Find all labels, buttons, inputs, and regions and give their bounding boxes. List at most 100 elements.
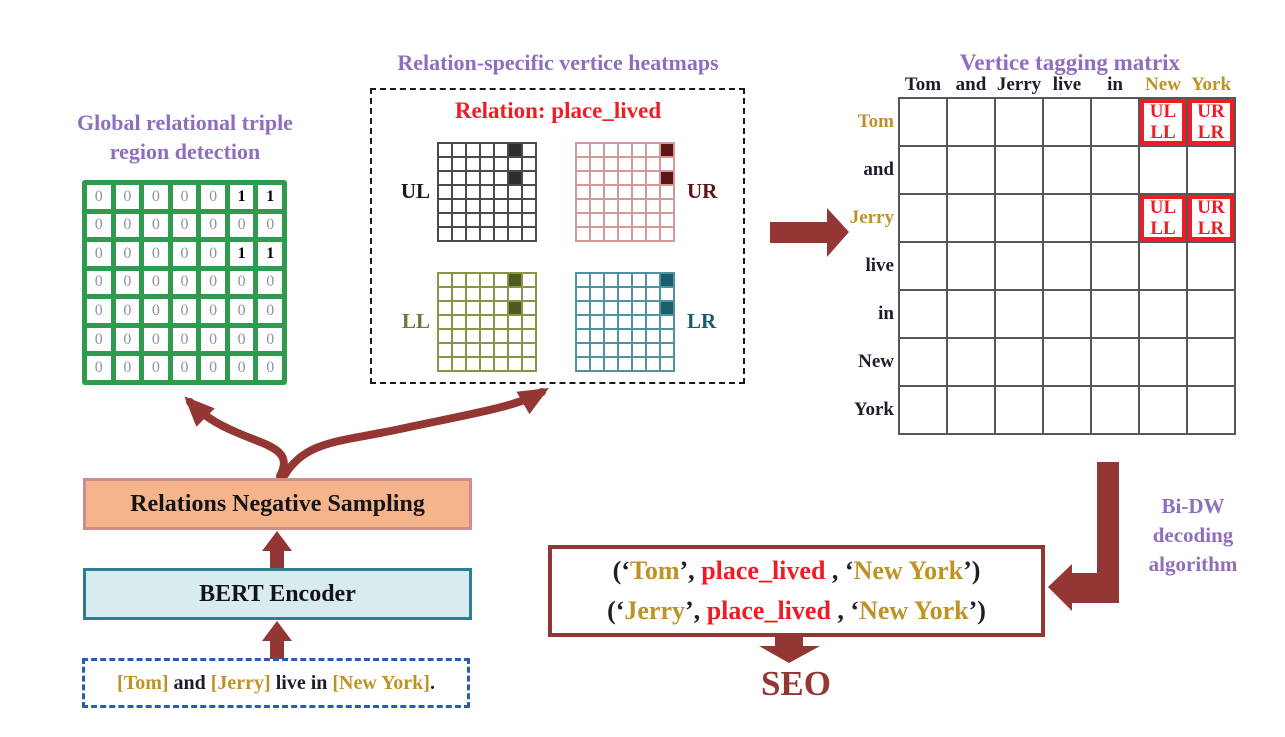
- heatmap-cell: [508, 213, 522, 227]
- heatmap-cell: [494, 143, 508, 157]
- heatmap-cell: [452, 185, 466, 199]
- region-matrix-cell: 0: [172, 185, 197, 209]
- heatmap-cell: [590, 227, 604, 241]
- tagging-row-header: New: [858, 351, 894, 372]
- heatmap-cell: [632, 185, 646, 199]
- heatmap-cell: [522, 329, 536, 343]
- text-segment: live in: [270, 671, 333, 694]
- text-segment: ’): [963, 556, 981, 585]
- heatmap-cell: [480, 185, 494, 199]
- heatmap-cell: [604, 301, 618, 315]
- heatmap-cell: [632, 343, 646, 357]
- tagging-matrix-cell: [900, 147, 946, 193]
- tagging-col-header: York: [1190, 74, 1232, 95]
- heatmap-cell: [632, 301, 646, 315]
- heatmap-cell: [618, 315, 632, 329]
- heatmap-cell: [480, 329, 494, 343]
- region-matrix-cell: 1: [258, 242, 282, 266]
- heatmap-cell: [438, 343, 452, 357]
- tagging-col-header: Tom: [904, 74, 942, 95]
- heatmap-cell: [660, 357, 674, 371]
- region-matrix-cell: 0: [229, 213, 254, 238]
- heatmap-cell: [576, 343, 590, 357]
- tagging-matrix-cell: [900, 339, 946, 385]
- heatmap-cell: [590, 185, 604, 199]
- tagging-matrix-cell: [1140, 147, 1186, 193]
- region-matrix-cell: 0: [201, 270, 225, 295]
- tagging-matrix-cell: [1092, 291, 1138, 337]
- text-segment: place_lived: [701, 556, 826, 585]
- region-matrix-cell: 0: [201, 356, 225, 380]
- heatmap-cell: [438, 171, 452, 185]
- heatmap-cell: [576, 213, 590, 227]
- region-matrix-cell: 1: [229, 185, 254, 209]
- heatmap-cell: [576, 143, 590, 157]
- heatmap-cell: [480, 171, 494, 185]
- heatmap-cell: [494, 171, 508, 185]
- heatmap-cell: [604, 357, 618, 371]
- heatmap-cell: [632, 315, 646, 329]
- heatmap-cell: [576, 301, 590, 315]
- heatmap-cell: [452, 171, 466, 185]
- tagging-matrix-cell: [948, 99, 994, 145]
- region-matrix-cell: 0: [144, 270, 168, 295]
- seo-label: SEO: [760, 664, 832, 703]
- region-matrix-cell: 0: [201, 242, 225, 266]
- text-segment: and: [168, 671, 211, 694]
- heatmap-cell: [466, 329, 480, 343]
- tagging-matrix-cell: [1044, 243, 1090, 289]
- heatmap-cell: [618, 213, 632, 227]
- region-matrix-cell: 0: [144, 299, 168, 323]
- heatmap-cell: [604, 287, 618, 301]
- region-matrix-cell: 0: [144, 185, 168, 209]
- region-matrix-cell: 0: [229, 327, 254, 352]
- region-matrix-cell: 0: [172, 270, 197, 295]
- heatmap-cell: [632, 199, 646, 213]
- region-matrix-cell: 0: [87, 356, 111, 380]
- arrow-input-to-bert: [262, 621, 292, 659]
- heatmap-cell: [508, 171, 522, 185]
- heatmap-cell: [466, 315, 480, 329]
- arrow-bert-to-sampling: [262, 531, 292, 569]
- heatmap-cell: [646, 171, 660, 185]
- heatmap-cell: [452, 357, 466, 371]
- heatmap-cell: [452, 273, 466, 287]
- text-segment: New York: [853, 556, 964, 585]
- bert-encoder-box: BERT Encoder: [83, 568, 472, 620]
- heatmap-cell: [438, 273, 452, 287]
- relation-label: Relation: place_lived: [454, 98, 662, 123]
- heatmap-cell: [466, 287, 480, 301]
- tagging-matrix-cell: [1092, 339, 1138, 385]
- heatmap-cell: [452, 287, 466, 301]
- heatmap-cell: [522, 273, 536, 287]
- tagging-matrix-cell: [996, 147, 1042, 193]
- text-segment: Jerry: [624, 596, 686, 625]
- heatmap-cell: [522, 185, 536, 199]
- heatmap-cell: [632, 157, 646, 171]
- tagging-matrix-cell: [948, 243, 994, 289]
- heatmap-cell: [646, 199, 660, 213]
- heatmap-cell: [438, 329, 452, 343]
- text-segment: [New York]: [332, 671, 430, 694]
- triple-line: (‘Jerry’, place_lived , ‘New York’): [607, 591, 986, 631]
- heatmap-cell: [480, 301, 494, 315]
- heatmap-cell: [660, 213, 674, 227]
- heatmap-cell: [618, 343, 632, 357]
- heatmap-cell: [508, 357, 522, 371]
- tagging-matrix-cell: [996, 195, 1042, 241]
- heatmap-grid-ul: [437, 142, 537, 242]
- heatmap-cell: [466, 213, 480, 227]
- heatmap-cell: [452, 143, 466, 157]
- heatmap-cell: [604, 227, 618, 241]
- tagging-matrix-cell: [1188, 387, 1234, 433]
- heatmap-cell: [632, 227, 646, 241]
- tagging-matrix-cell: [900, 99, 946, 145]
- heatmap-cell: [660, 329, 674, 343]
- region-matrix-cell: 0: [144, 356, 168, 380]
- region-matrix-cell: 0: [115, 185, 140, 209]
- heatmap-cell: [632, 329, 646, 343]
- heatmap-cell: [466, 157, 480, 171]
- heatmap-cell: [618, 185, 632, 199]
- heatmap-cell: [438, 315, 452, 329]
- heatmap-cell: [660, 343, 674, 357]
